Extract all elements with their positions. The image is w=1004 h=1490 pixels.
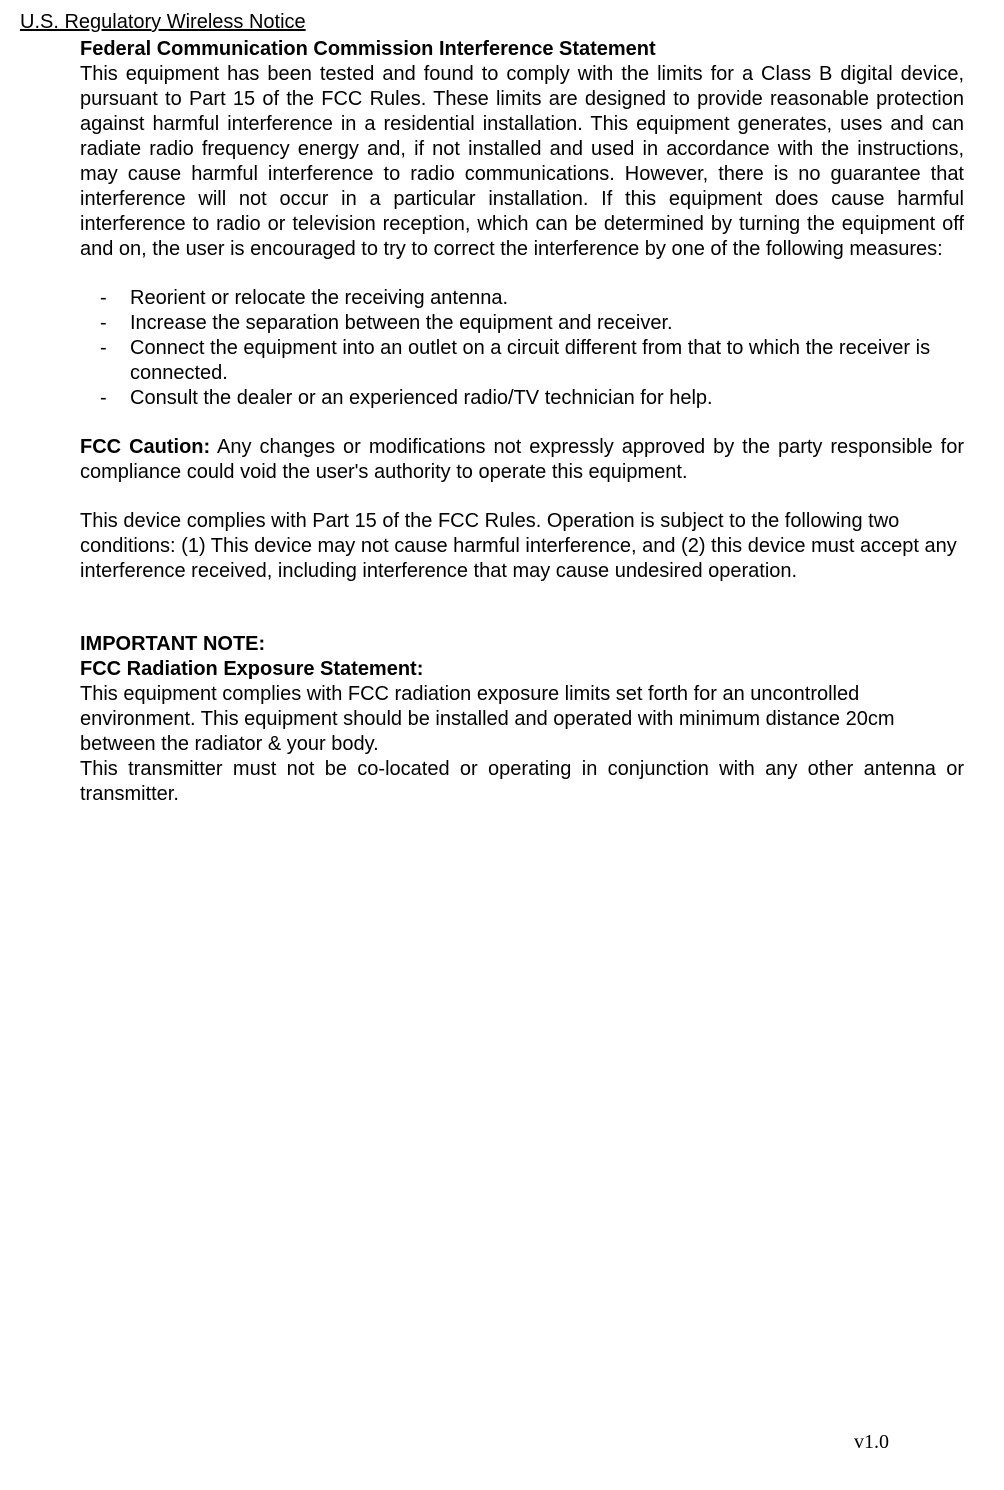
fcc-caution-label: FCC Caution: [80, 436, 210, 458]
bullet-text: Increase the separation between the equi… [130, 311, 964, 336]
fcc-caution-text: Any changes or modifications not express… [80, 436, 964, 483]
bullet-text: Connect the equipment into an outlet on … [130, 336, 964, 386]
bullet-marker: - [100, 311, 130, 336]
part15-paragraph: This device complies with Part 15 of the… [80, 509, 964, 584]
list-item: - Increase the separation between the eq… [80, 311, 964, 336]
fcc-caution-paragraph: FCC Caution: Any changes or modification… [80, 435, 964, 485]
list-item: - Connect the equipment into an outlet o… [80, 336, 964, 386]
list-item: - Consult the dealer or an experienced r… [80, 386, 964, 411]
version-label: v1.0 [854, 1430, 889, 1455]
fcc-statement-heading: Federal Communication Commission Interfe… [80, 37, 964, 62]
bullet-marker: - [100, 386, 130, 411]
bullet-text: Reorient or relocate the receiving anten… [130, 286, 964, 311]
measures-list: - Reorient or relocate the receiving ant… [80, 286, 964, 411]
document-content: Federal Communication Commission Interfe… [20, 37, 964, 807]
exposure-paragraph-1: This equipment complies with FCC radiati… [80, 682, 964, 757]
bullet-marker: - [100, 286, 130, 311]
exposure-heading: FCC Radiation Exposure Statement: [80, 657, 964, 682]
bullet-text: Consult the dealer or an experienced rad… [130, 386, 964, 411]
important-note-label: IMPORTANT NOTE: [80, 632, 964, 657]
page-title: U.S. Regulatory Wireless Notice [20, 10, 964, 35]
list-item: - Reorient or relocate the receiving ant… [80, 286, 964, 311]
fcc-statement-paragraph: This equipment has been tested and found… [80, 62, 964, 262]
bullet-marker: - [100, 336, 130, 386]
exposure-paragraph-2: This transmitter must not be co-located … [80, 757, 964, 807]
